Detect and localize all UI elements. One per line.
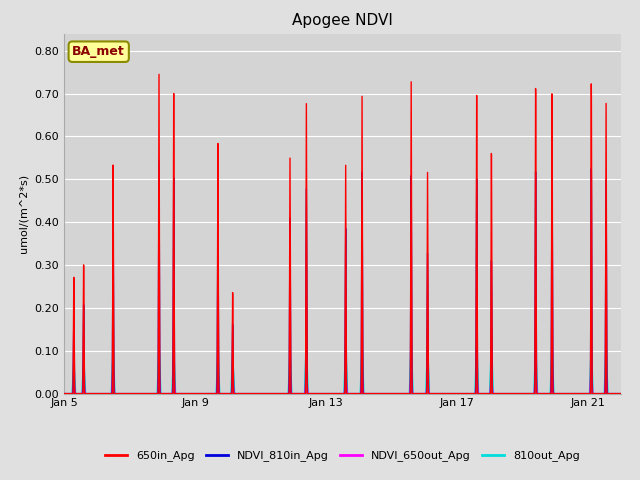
NDVI_810in_Apg [617,391,625,396]
650in_Apg [617,391,625,396]
NDVI_810in_Apg [394,391,402,396]
650in_Apg [155,72,163,77]
Line: NDVI_810in_Apg: NDVI_810in_Apg [64,161,621,394]
810out_Apg [476,391,483,396]
810out_Apg [394,391,402,396]
Line: NDVI_650out_Apg: NDVI_650out_Apg [64,360,621,394]
NDVI_650out_Apg [161,391,169,396]
Line: 650in_Apg: 650in_Apg [64,74,621,394]
NDVI_810in_Apg [422,391,430,396]
NDVI_810in_Apg [155,158,163,164]
Text: BA_met: BA_met [72,45,125,58]
NDVI_810in_Apg [273,391,281,396]
810out_Apg [518,391,525,396]
810out_Apg [60,391,68,396]
810out_Apg [273,391,280,396]
810out_Apg [161,391,169,396]
NDVI_650out_Apg [518,391,525,396]
810out_Apg [617,391,625,396]
Line: 810out_Apg: 810out_Apg [64,334,621,394]
NDVI_650out_Apg [60,391,68,396]
Legend: 650in_Apg, NDVI_810in_Apg, NDVI_650out_Apg, 810out_Apg: 650in_Apg, NDVI_810in_Apg, NDVI_650out_A… [100,446,584,466]
NDVI_650out_Apg [588,357,595,363]
NDVI_810in_Apg [60,391,68,396]
650in_Apg [422,391,430,396]
810out_Apg [422,373,430,379]
650in_Apg [273,391,281,396]
NDVI_650out_Apg [422,389,430,395]
650in_Apg [518,391,525,396]
650in_Apg [394,391,402,396]
650in_Apg [60,391,68,396]
650in_Apg [161,391,169,396]
NDVI_650out_Apg [273,391,280,396]
810out_Apg [407,331,415,336]
NDVI_810in_Apg [476,391,483,396]
NDVI_650out_Apg [394,391,402,396]
NDVI_810in_Apg [161,391,169,396]
650in_Apg [476,391,483,396]
Title: Apogee NDVI: Apogee NDVI [292,13,393,28]
NDVI_650out_Apg [476,391,483,396]
NDVI_650out_Apg [617,391,625,396]
NDVI_810in_Apg [518,391,525,396]
Y-axis label: umol/(m^2*s): umol/(m^2*s) [19,174,29,253]
